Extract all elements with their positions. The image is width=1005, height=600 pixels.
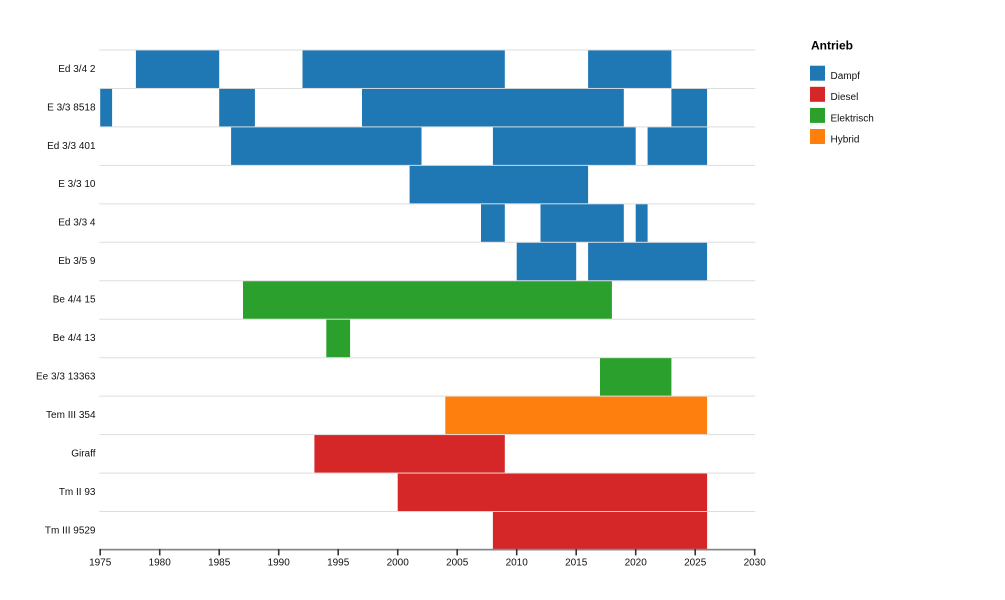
svg-text:Tem III 354: Tem III 354 bbox=[46, 410, 96, 421]
svg-text:1995: 1995 bbox=[327, 558, 350, 569]
svg-text:Hybrid: Hybrid bbox=[831, 134, 860, 145]
svg-text:Elektrisch: Elektrisch bbox=[831, 113, 874, 124]
svg-text:Ee 3/3 13363: Ee 3/3 13363 bbox=[36, 372, 96, 383]
svg-text:Giraff: Giraff bbox=[71, 448, 95, 459]
svg-text:Be 4/4 15: Be 4/4 15 bbox=[53, 295, 96, 306]
svg-text:1990: 1990 bbox=[268, 558, 291, 569]
svg-text:2020: 2020 bbox=[625, 558, 648, 569]
svg-text:2015: 2015 bbox=[565, 558, 588, 569]
svg-text:E 3/3 8518: E 3/3 8518 bbox=[47, 102, 96, 113]
svg-text:2025: 2025 bbox=[684, 558, 707, 569]
svg-text:Diesel: Diesel bbox=[831, 92, 859, 103]
svg-text:Tm II 93: Tm II 93 bbox=[59, 487, 96, 498]
svg-text:1975: 1975 bbox=[89, 558, 112, 569]
svg-text:2030: 2030 bbox=[744, 558, 767, 569]
svg-text:1985: 1985 bbox=[208, 558, 231, 569]
svg-text:Antrieb: Antrieb bbox=[811, 39, 853, 53]
svg-text:1980: 1980 bbox=[149, 558, 172, 569]
svg-text:Ed 3/4 2: Ed 3/4 2 bbox=[58, 64, 96, 75]
svg-text:Ed 3/3 4: Ed 3/3 4 bbox=[58, 218, 96, 229]
svg-text:Eb 3/5 9: Eb 3/5 9 bbox=[58, 256, 96, 267]
svg-text:Ed 3/3 401: Ed 3/3 401 bbox=[47, 141, 96, 152]
svg-text:2005: 2005 bbox=[446, 558, 469, 569]
svg-text:E 3/3 10: E 3/3 10 bbox=[58, 179, 96, 190]
svg-text:2010: 2010 bbox=[506, 558, 529, 569]
svg-text:Dampf: Dampf bbox=[831, 71, 861, 82]
svg-text:Tm III 9529: Tm III 9529 bbox=[45, 525, 96, 536]
svg-text:2000: 2000 bbox=[387, 558, 410, 569]
svg-text:Be 4/4 13: Be 4/4 13 bbox=[53, 333, 96, 344]
